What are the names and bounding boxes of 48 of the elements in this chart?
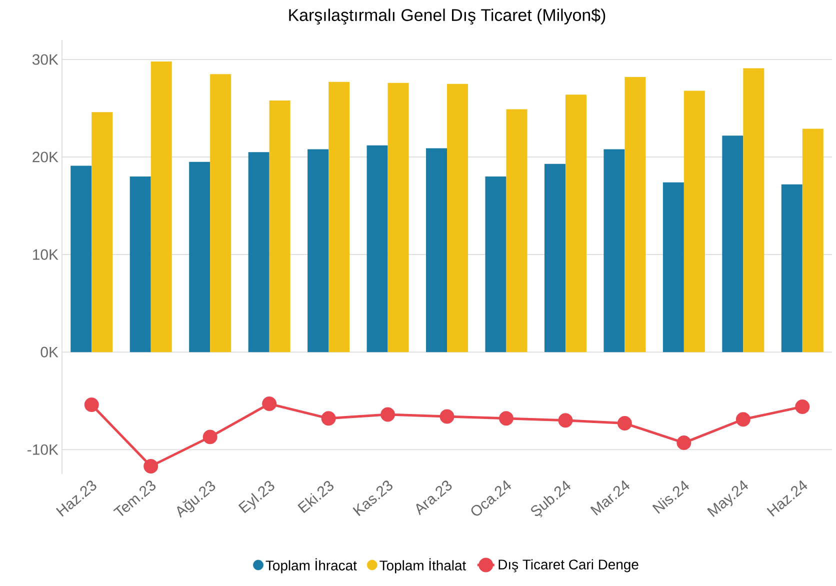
point [380,407,396,422]
point [617,416,632,431]
y-tick-label: 20K [32,152,58,162]
bar [308,149,329,352]
bar [248,152,270,352]
bar [92,112,113,352]
point [736,412,750,427]
bar [189,162,210,352]
bar [544,164,566,352]
bar [604,149,625,352]
y-tick-label: -10K [28,444,58,455]
point [144,458,158,474]
bar [662,182,684,352]
bar [743,68,764,352]
y-tick-label: 30K [32,54,58,65]
point [262,396,277,412]
bar [624,77,646,352]
bar [130,176,151,352]
point [558,413,573,428]
point [440,409,454,424]
bar [781,184,802,352]
bar [328,82,350,352]
bar [506,109,528,352]
legend-label: Toplam İhracat [266,558,357,574]
legend-label: Toplam İthalat [380,558,466,574]
y-tick-label: 0K [40,346,58,358]
point [84,398,99,412]
bar [485,176,506,352]
point [202,430,218,444]
bar [426,148,448,352]
bar [722,136,744,352]
bar [684,90,705,352]
bar [210,74,232,352]
bar [802,128,824,352]
y-tick-label: 10K [33,249,58,260]
point [676,436,692,450]
bar [366,145,388,352]
bar [388,82,409,352]
bar [447,84,468,352]
point [795,399,810,414]
bar [150,61,172,352]
chart-title: Karşılaştırmalı Genel Dış Ticaret (Milyon$) [289,8,606,24]
point [498,411,514,426]
bar [565,94,586,352]
point [321,411,336,426]
legend-label: Dış Ticaret Cari Denge [498,559,638,572]
bar [269,100,290,352]
bar [70,166,92,352]
